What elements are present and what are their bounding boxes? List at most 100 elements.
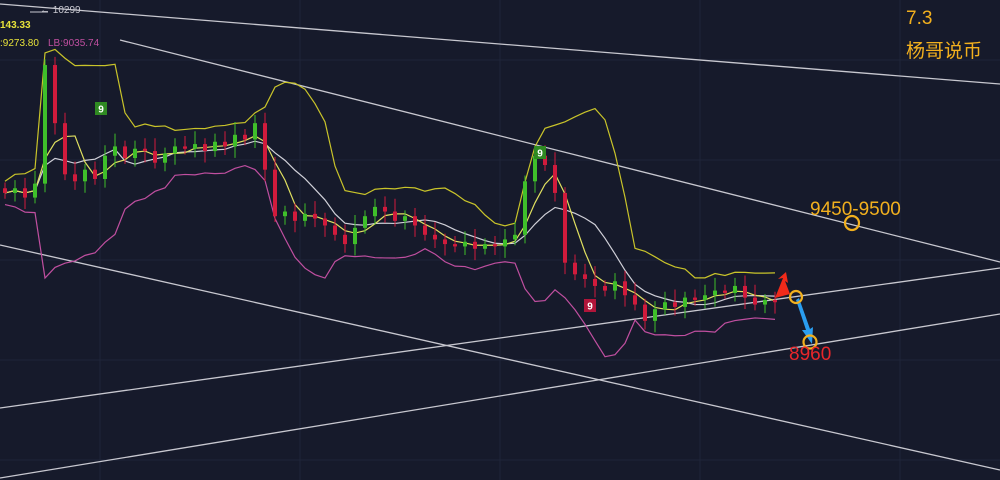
candle-up xyxy=(33,183,37,198)
date-label: 7.3 xyxy=(906,8,933,29)
candle-down xyxy=(153,151,157,163)
candle-up xyxy=(213,141,217,152)
arrow-down-icon xyxy=(796,298,813,344)
support-label: 8960 xyxy=(789,344,832,365)
candle-down xyxy=(583,274,587,279)
candle-up xyxy=(173,146,177,154)
candle-down xyxy=(693,297,697,300)
candle-up xyxy=(613,281,617,291)
candle-down xyxy=(63,123,67,175)
candle-up xyxy=(113,146,117,156)
candle-down xyxy=(473,241,477,249)
candle-down xyxy=(73,174,77,182)
resistance-target-circle xyxy=(843,214,861,232)
trendline-upper-outer xyxy=(0,3,1000,85)
td-markers: 9 9 9 xyxy=(95,102,596,313)
candle-down xyxy=(143,148,147,152)
candle-up xyxy=(13,188,17,193)
td-marker-green xyxy=(95,102,107,115)
candle-down xyxy=(293,211,297,221)
candle-down xyxy=(593,278,597,286)
resistance-label: 9450-9500 xyxy=(810,199,901,220)
candle-down xyxy=(603,285,607,291)
candle-down xyxy=(3,188,7,193)
candle-down xyxy=(493,244,497,247)
support-target-circle xyxy=(802,334,818,350)
candle-up xyxy=(683,297,687,307)
candle-up xyxy=(733,285,737,293)
candle-down xyxy=(413,216,417,226)
candle-down xyxy=(673,302,677,307)
candle-up xyxy=(193,144,197,149)
candle-down xyxy=(563,192,567,263)
candle-down xyxy=(53,65,57,124)
candle-up xyxy=(133,148,137,159)
candle-down xyxy=(323,218,327,226)
candle-down xyxy=(753,297,757,305)
candle-up xyxy=(283,211,287,217)
candle-up xyxy=(363,216,367,228)
mid-band-value: :9273.80 xyxy=(0,38,39,49)
arrows xyxy=(775,214,861,350)
candle-down xyxy=(543,155,547,166)
bollinger-mid-band xyxy=(4,140,776,306)
candle-up xyxy=(103,155,107,179)
candle-down xyxy=(573,262,577,275)
candle-down xyxy=(723,290,727,293)
candle-up xyxy=(163,153,167,163)
high-marker-value: 10299 xyxy=(52,5,81,16)
trendlines xyxy=(0,3,1000,479)
candle-down xyxy=(623,281,627,296)
candle-up xyxy=(483,244,487,249)
candle-down xyxy=(203,144,207,152)
indicator-lines xyxy=(4,48,776,358)
td-label: 9 xyxy=(537,149,543,160)
candle-up xyxy=(303,213,307,221)
candle-down xyxy=(383,206,387,212)
lower-band-value: LB:9035.74 xyxy=(48,38,100,49)
candle-down xyxy=(343,234,347,245)
trendline-ascending-mid xyxy=(0,267,1000,409)
td-marker-green xyxy=(534,146,546,159)
candle-up xyxy=(523,181,527,235)
trendline-ascending-low xyxy=(0,313,1000,479)
candle-up xyxy=(513,234,517,240)
upper-band-value: 143.33 xyxy=(0,20,31,31)
candle-down xyxy=(263,123,267,170)
candle-down xyxy=(223,141,227,147)
candle-down xyxy=(633,295,637,305)
candle-up xyxy=(233,134,237,147)
candle-down xyxy=(453,244,457,247)
candle-down xyxy=(773,299,777,303)
candle-down xyxy=(443,239,447,245)
candle-down xyxy=(243,134,247,140)
candle-down xyxy=(553,165,557,193)
candle-up xyxy=(653,309,657,321)
high-marker-label: ← 10299 xyxy=(40,5,81,16)
author-label: 杨哥说币 xyxy=(906,41,983,62)
bollinger-upper-band xyxy=(4,48,776,279)
candle-down xyxy=(423,225,427,235)
candle-down xyxy=(123,146,127,159)
candle-up xyxy=(253,123,257,140)
candle-up xyxy=(463,241,467,247)
candle-up xyxy=(533,155,537,182)
candle-down xyxy=(183,146,187,149)
td-label: 9 xyxy=(98,105,104,116)
candle-down xyxy=(93,169,97,179)
td-label: 9 xyxy=(587,302,593,313)
candle-up xyxy=(703,295,707,300)
candle-up xyxy=(43,65,47,184)
candle-up xyxy=(83,169,87,182)
candle-up xyxy=(713,290,717,296)
candle-up xyxy=(503,239,507,247)
candle-up xyxy=(663,302,667,310)
candle-down xyxy=(313,213,317,219)
candle-down xyxy=(273,169,277,217)
trendline-descending-lower xyxy=(0,244,1000,471)
td-marker-red xyxy=(584,299,596,312)
candle-down xyxy=(433,234,437,240)
candles xyxy=(3,56,777,333)
